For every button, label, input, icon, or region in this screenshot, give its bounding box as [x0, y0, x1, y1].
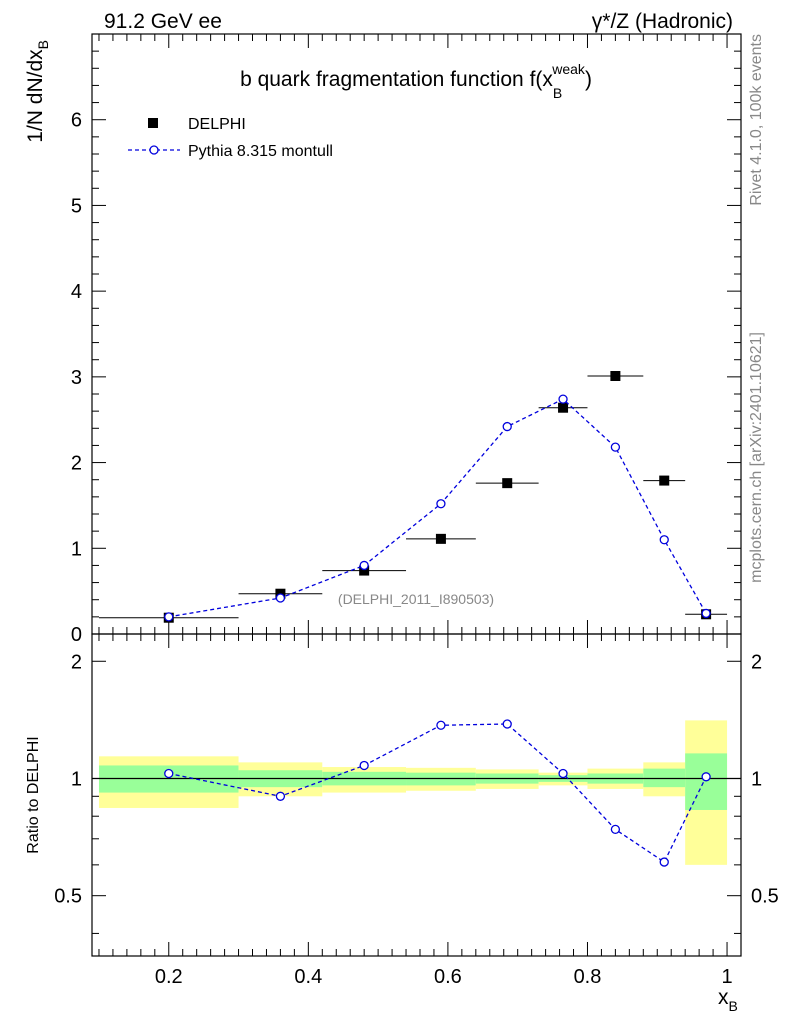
- pythia-point: [436, 499, 446, 509]
- ratio-point: [275, 791, 286, 801]
- rivet-label: Rivet 4.1.0, 100k events: [748, 34, 765, 206]
- delphi-point: [502, 478, 513, 489]
- main-y-tick-label: 4: [71, 281, 82, 303]
- legend-label-pythia: Pythia 8.315 montull: [188, 143, 333, 160]
- delphi-point: [659, 475, 670, 486]
- ratio-line: [168, 723, 707, 864]
- ratio-ylabel: Ratio to DELPHI: [25, 736, 42, 853]
- main-ylabel-sub: B: [35, 40, 51, 49]
- x-tick-label: 0.6: [434, 966, 462, 988]
- header-left: 91.2 GeV ee: [104, 10, 222, 33]
- ratio-y-tick-label-right: 2: [751, 651, 762, 673]
- tick-labels: 0.2 0.4 0.6 0.8 1 0 1 2 3 4 5 6 0.5 0.5 1 1 2 2: [54, 110, 779, 988]
- pythia-point: [275, 593, 286, 603]
- main-y-tick-label: 1: [71, 538, 82, 560]
- ratio-y-tick-label-right: 0.5: [751, 886, 779, 908]
- delphi-point: [558, 402, 569, 413]
- ratio-y-tick-label: 2: [71, 651, 82, 673]
- x-axis-label-sub: B: [729, 998, 738, 1014]
- main-ylabel: 1/N dN/dxB: [24, 40, 51, 143]
- x-tick-label: 0.4: [294, 966, 322, 988]
- pythia-point: [502, 421, 512, 432]
- chart-title-sub: B: [553, 85, 562, 101]
- main-y-tick-label: 2: [71, 453, 82, 475]
- stat-band-8: [685, 753, 728, 810]
- ratio-point: [558, 768, 568, 779]
- ratio-series: [164, 719, 711, 867]
- ratio-y-tick-label-right: 1: [751, 768, 762, 790]
- ratio-point: [436, 720, 446, 730]
- chart-title-sup: weak: [551, 61, 586, 77]
- x-axis-label-base: x: [718, 986, 729, 1009]
- pythia-point: [610, 442, 621, 452]
- main-y-tick-label: 0: [71, 624, 82, 646]
- x-tick-label: 0.2: [155, 966, 183, 988]
- ratio-point: [610, 824, 621, 835]
- delphi-point: [435, 533, 446, 544]
- main-y-tick-label: 5: [71, 195, 82, 217]
- ratio-bands: [98, 720, 728, 865]
- ratio-point: [164, 768, 174, 779]
- pythia-line: [168, 398, 707, 618]
- legend-marker-pythia: [149, 145, 159, 155]
- pythia-point: [659, 535, 669, 545]
- delphi-point: [610, 371, 621, 381]
- delphi-point: [359, 565, 370, 576]
- mcplots-label: mcplots.cern.ch [arXiv:2401.10621]: [748, 332, 765, 583]
- pythia-point: [558, 394, 568, 404]
- ratio-point: [502, 719, 512, 729]
- x-tick-label: 0.8: [574, 966, 602, 988]
- axis-ticks: [92, 33, 742, 956]
- legend-marker-delphi: [148, 118, 158, 128]
- header-right: γ*/Z (Hadronic): [592, 10, 733, 33]
- main-series: [98, 371, 728, 623]
- x-tick-label: 1: [721, 966, 732, 988]
- ratio-point: [359, 760, 369, 771]
- chart-title-close: ): [585, 68, 592, 91]
- ratio-point: [659, 857, 669, 867]
- ratio-point: [701, 772, 711, 782]
- chart-title: b quark fragmentation function f(xBweak): [240, 61, 592, 101]
- main-ylabel-base: 1/N dN/dx: [24, 49, 47, 143]
- pythia-point: [359, 560, 369, 571]
- main-y-tick-label: 6: [71, 110, 82, 132]
- chart-title-base: b quark fragmentation function f(x: [240, 68, 553, 91]
- pythia-point: [164, 612, 174, 622]
- ratio-y-tick-label: 1: [71, 768, 82, 790]
- legend: DELPHI Pythia 8.315 montull: [128, 116, 333, 160]
- legend-label-delphi: DELPHI: [188, 116, 246, 133]
- pythia-point: [701, 608, 711, 619]
- ratio-y-tick-label: 0.5: [54, 886, 82, 908]
- x-axis-label: xB: [718, 986, 738, 1014]
- main-y-tick-label: 3: [71, 367, 82, 389]
- ratio-frame: [91, 633, 742, 957]
- analysis-watermark: (DELPHI_2011_I890503): [338, 591, 494, 607]
